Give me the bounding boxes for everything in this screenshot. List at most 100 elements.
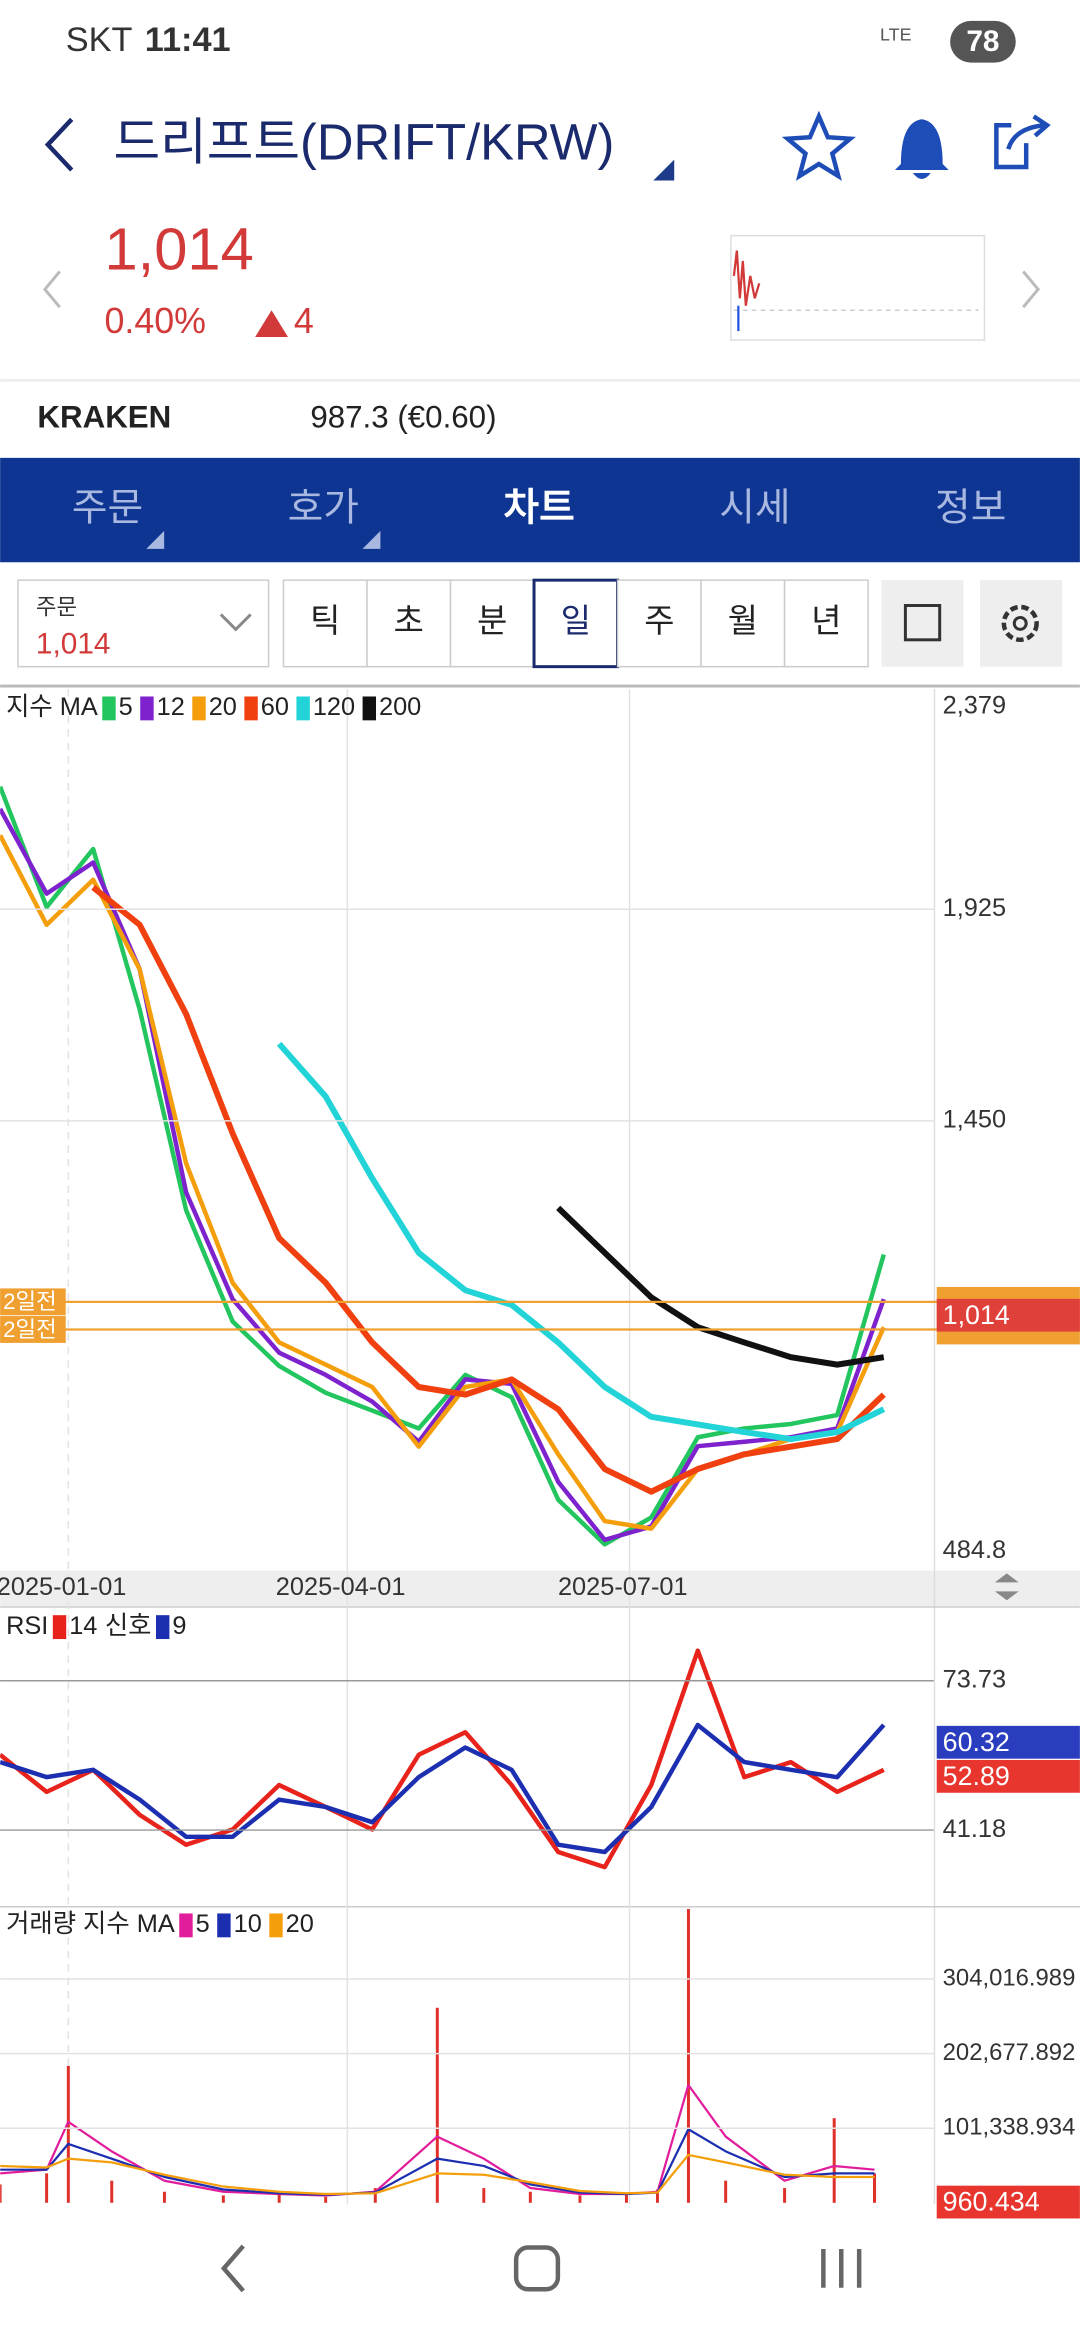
volume-bar [624, 2193, 628, 2203]
tab[interactable]: 시세 [719, 486, 790, 529]
value-tag [936, 1759, 1080, 1793]
volume-bar [528, 2191, 532, 2203]
y-tick-label: 73.73 [943, 1665, 1006, 1693]
period-button[interactable] [783, 579, 869, 668]
share-icon[interactable] [994, 114, 1051, 170]
clock: 11:41 [145, 21, 231, 59]
y-tick-label: 2,379 [943, 692, 1006, 720]
period-button[interactable] [282, 579, 368, 668]
x-tick-label: 2025-01-01 [0, 1573, 126, 1601]
up-triangle [255, 310, 288, 338]
tab[interactable]: 정보 [935, 486, 1006, 529]
volume-bar [783, 2188, 787, 2203]
legend-swatch [269, 1913, 283, 1938]
series-line [276, 1041, 886, 1443]
reference-label: 2일전 [3, 1289, 57, 1314]
x-tick-label: 2025-07-01 [558, 1573, 688, 1601]
x-axis-band [0, 1570, 1080, 1607]
legend-text: 20 [209, 693, 237, 721]
volume-bar [686, 1908, 690, 2203]
next-arrow[interactable] [1022, 270, 1041, 309]
mini-line [732, 250, 761, 306]
y-tick-label: 41.18 [943, 1815, 1006, 1843]
volume-bar [435, 2007, 439, 2203]
value-tag-label: 60.32 [943, 1727, 1010, 1757]
nav-back[interactable] [220, 2244, 245, 2293]
series-line [0, 2153, 875, 2196]
exchange-price: 987.3 (€0.60) [310, 399, 496, 434]
network: LTE [880, 25, 912, 45]
order-label: 주문 [36, 594, 77, 619]
period-button[interactable] [449, 579, 535, 668]
y-tick-label: 202,677.892 [943, 2039, 1076, 2066]
reference-label: 2일전 [3, 1317, 57, 1342]
value-tag [936, 1298, 1080, 1332]
alarm-icon[interactable] [894, 119, 949, 179]
y-tick-label: 304,016.989 [943, 1964, 1076, 1991]
period-button[interactable] [700, 579, 786, 668]
period-label: 주 [644, 602, 674, 639]
battery [950, 20, 1016, 63]
nav-recent[interactable] [821, 2249, 862, 2288]
plot [0, 785, 886, 1547]
order-dropdown[interactable] [219, 613, 252, 632]
period-label: 틱 [310, 602, 340, 639]
series-line [91, 885, 886, 1495]
legend-swatch [102, 696, 116, 721]
change: 4 [294, 301, 314, 341]
period-label: 년 [811, 602, 841, 639]
exchange-name: KRAKEN [37, 399, 171, 434]
x-tick-label: 2025-04-01 [276, 1573, 406, 1601]
period-button[interactable] [532, 578, 620, 669]
volume-bar [0, 2184, 2, 2203]
legend-text: 60 [261, 693, 289, 721]
y-tick-label: 484.8 [943, 1536, 1006, 1564]
legend-swatch [179, 1913, 193, 1938]
tab[interactable]: 주문 [72, 486, 143, 529]
legend-swatch [217, 1913, 231, 1938]
panel-divider [0, 1606, 1080, 1608]
divider [0, 378, 1080, 382]
period-label: 분 [477, 602, 507, 639]
prev-arrow[interactable] [42, 270, 61, 309]
series-line [556, 1205, 885, 1368]
volume-bar [45, 2173, 49, 2203]
toggle-button[interactable] [881, 580, 964, 667]
series-line [0, 2128, 875, 2196]
title-dropdown[interactable] [653, 159, 675, 181]
favorite-icon[interactable] [781, 110, 856, 181]
legend-text: 거래량 지수 MA [6, 1910, 175, 1938]
panel-divider [0, 1906, 1080, 1908]
resize-handle[interactable] [994, 1573, 1019, 1601]
checkbox-icon [903, 604, 942, 642]
nav-home[interactable] [513, 2245, 561, 2292]
back-button[interactable] [44, 117, 74, 172]
order-box[interactable] [17, 579, 270, 668]
title[interactable]: 드리프트(DRIFT/KRW) [113, 114, 614, 171]
period-button[interactable] [366, 579, 452, 668]
volume-bar [578, 2195, 582, 2203]
legend-swatch [52, 1615, 67, 1640]
axis-divider [933, 689, 936, 2205]
change-rate: 0.40% [105, 301, 206, 341]
nav-bar [0, 2205, 1080, 2340]
series-line [0, 1648, 885, 1870]
legend-text: 10 [234, 1910, 262, 1938]
tab[interactable]: 차트 [503, 486, 574, 529]
tab-bar [0, 457, 1080, 563]
value-tag [936, 1725, 1080, 1759]
value-tag-label: 1,014 [943, 1300, 1010, 1330]
battery-level: 78 [966, 25, 999, 58]
volume-bar [66, 2065, 70, 2203]
carrier: SKT [66, 21, 133, 59]
volume-bar [724, 2180, 728, 2203]
gear-icon [1001, 604, 1039, 643]
tab[interactable]: 호가 [288, 486, 359, 529]
settings-button[interactable] [979, 580, 1062, 667]
price: 1,014 [105, 215, 254, 282]
legend-text: 200 [379, 693, 421, 721]
period-label: 월 [728, 602, 758, 639]
legend-swatch [296, 696, 310, 721]
series-line [0, 834, 886, 1531]
